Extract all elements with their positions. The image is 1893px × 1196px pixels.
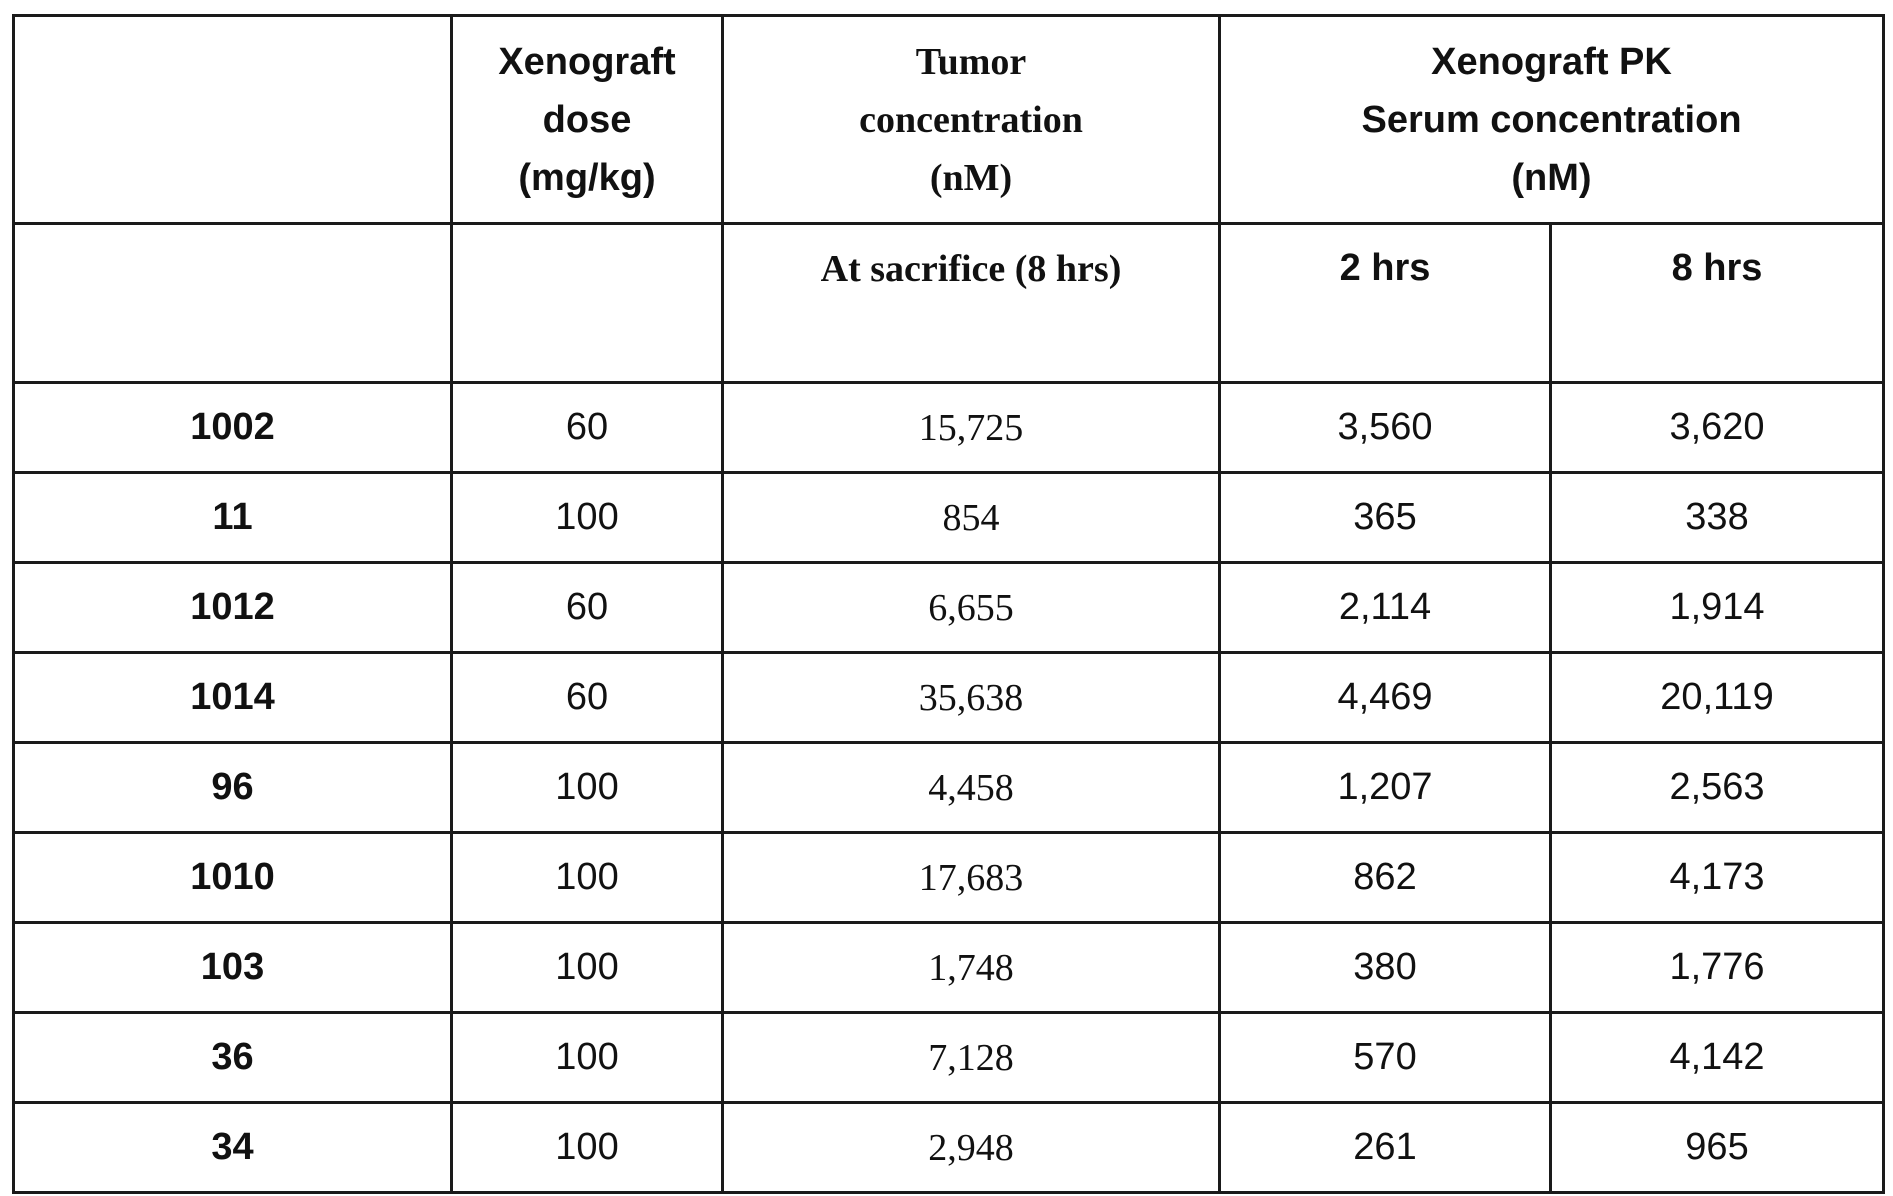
subheader-dose [452, 224, 723, 383]
cell-dose: 100 [452, 1103, 723, 1193]
cell-serum-2h: 3,560 [1220, 383, 1551, 473]
table-row: 1010 100 17,683 862 4,173 [14, 833, 1884, 923]
table-row: 1014 60 35,638 4,469 20,119 [14, 653, 1884, 743]
cell-compound: 1012 [14, 563, 452, 653]
header-dose: Xenograft dose (mg/kg) [452, 16, 723, 224]
cell-dose: 100 [452, 473, 723, 563]
cell-serum-2h: 380 [1220, 923, 1551, 1013]
table-row: 1002 60 15,725 3,560 3,620 [14, 383, 1884, 473]
cell-tumor: 4,458 [723, 743, 1220, 833]
cell-serum-8h: 4,173 [1551, 833, 1884, 923]
table-row: 11 100 854 365 338 [14, 473, 1884, 563]
table-row: 1012 60 6,655 2,114 1,914 [14, 563, 1884, 653]
cell-compound: 36 [14, 1013, 452, 1103]
header-tumor-concentration: Tumor concentration (nM) [723, 16, 1220, 224]
cell-serum-2h: 2,114 [1220, 563, 1551, 653]
cell-serum-2h: 261 [1220, 1103, 1551, 1193]
cell-serum-2h: 4,469 [1220, 653, 1551, 743]
cell-serum-8h: 4,142 [1551, 1013, 1884, 1103]
cell-tumor: 854 [723, 473, 1220, 563]
subheader-row: At sacrifice (8 hrs) 2 hrs 8 hrs [14, 224, 1884, 383]
header-serum-concentration: Xenograft PK Serum concentration (nM) [1220, 16, 1884, 224]
cell-compound: 1002 [14, 383, 452, 473]
cell-compound: 34 [14, 1103, 452, 1193]
cell-compound: 96 [14, 743, 452, 833]
cell-dose: 60 [452, 653, 723, 743]
cell-serum-2h: 1,207 [1220, 743, 1551, 833]
cell-dose: 60 [452, 383, 723, 473]
cell-serum-8h: 1,776 [1551, 923, 1884, 1013]
header-row: Xenograft dose (mg/kg) Tumor concentrati… [14, 16, 1884, 224]
header-compound [14, 16, 452, 224]
table-row: 103 100 1,748 380 1,776 [14, 923, 1884, 1013]
subheader-serum-8h: 8 hrs [1551, 224, 1884, 383]
cell-compound: 1014 [14, 653, 452, 743]
cell-tumor: 17,683 [723, 833, 1220, 923]
subheader-serum-2h: 2 hrs [1220, 224, 1551, 383]
cell-compound: 11 [14, 473, 452, 563]
subheader-tumor: At sacrifice (8 hrs) [723, 224, 1220, 383]
cell-dose: 100 [452, 923, 723, 1013]
table-row: 36 100 7,128 570 4,142 [14, 1013, 1884, 1103]
cell-serum-2h: 570 [1220, 1013, 1551, 1103]
cell-tumor: 6,655 [723, 563, 1220, 653]
cell-serum-8h: 1,914 [1551, 563, 1884, 653]
cell-tumor: 35,638 [723, 653, 1220, 743]
cell-serum-8h: 2,563 [1551, 743, 1884, 833]
table-row: 34 100 2,948 261 965 [14, 1103, 1884, 1193]
table-row: 96 100 4,458 1,207 2,563 [14, 743, 1884, 833]
cell-tumor: 1,748 [723, 923, 1220, 1013]
cell-serum-2h: 365 [1220, 473, 1551, 563]
cell-tumor: 2,948 [723, 1103, 1220, 1193]
cell-compound: 103 [14, 923, 452, 1013]
cell-serum-8h: 20,119 [1551, 653, 1884, 743]
subheader-compound [14, 224, 452, 383]
cell-dose: 100 [452, 833, 723, 923]
cell-serum-8h: 338 [1551, 473, 1884, 563]
cell-serum-8h: 3,620 [1551, 383, 1884, 473]
cell-dose: 100 [452, 743, 723, 833]
cell-dose: 100 [452, 1013, 723, 1103]
cell-serum-2h: 862 [1220, 833, 1551, 923]
cell-dose: 60 [452, 563, 723, 653]
cell-compound: 1010 [14, 833, 452, 923]
cell-tumor: 7,128 [723, 1013, 1220, 1103]
cell-tumor: 15,725 [723, 383, 1220, 473]
xenograft-data-table: Xenograft dose (mg/kg) Tumor concentrati… [12, 14, 1885, 1194]
cell-serum-8h: 965 [1551, 1103, 1884, 1193]
